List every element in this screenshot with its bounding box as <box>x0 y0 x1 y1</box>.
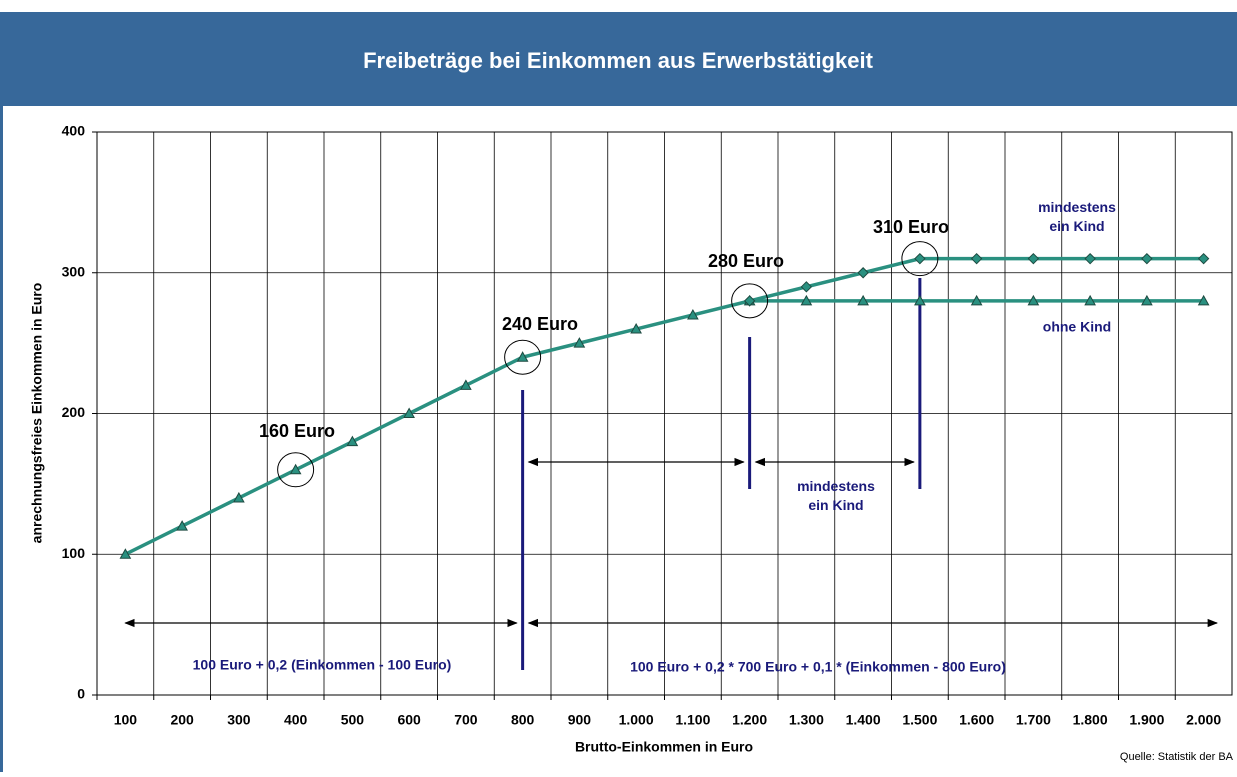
data-point <box>800 281 813 293</box>
highlight-circle <box>277 452 315 488</box>
data-point <box>970 294 983 306</box>
highlight-circle <box>731 283 769 319</box>
x-tick-label: 1.700 <box>1016 712 1051 728</box>
x-tick-label: 300 <box>227 712 251 728</box>
series-label: mindestens ein Kind <box>1038 199 1116 234</box>
x-tick-label: 700 <box>454 712 478 728</box>
highlight-circle <box>504 339 542 375</box>
x-tick-label: 800 <box>511 712 535 728</box>
data-point <box>176 520 188 531</box>
y-tick-label: 0 <box>77 686 85 702</box>
x-tick-label: 1.600 <box>959 712 994 728</box>
y-axis-label: anrechnungsfreies Einkommen in Euro <box>29 283 45 544</box>
formula: 100 Euro + 0,2 * 700 Euro + 0,1 * (Einko… <box>630 659 1006 675</box>
data-point <box>914 252 926 265</box>
x-tick-label: 500 <box>341 712 365 728</box>
highlight-circle <box>901 241 939 277</box>
data-point <box>516 351 529 362</box>
point-label: 280 Euro <box>708 251 784 271</box>
data-point <box>630 323 642 334</box>
point-label: 310 Euro <box>873 217 949 237</box>
chart-title: Freibeträge bei Einkommen aus Erwerbstät… <box>363 48 873 73</box>
x-axis-label: Brutto-Einkommen in Euro <box>575 739 753 755</box>
x-tick-label: 1.100 <box>675 712 710 728</box>
x-tick-label: 200 <box>170 712 194 728</box>
x-tick-label: 2.000 <box>1186 712 1221 728</box>
plot: 0 100 200 300 400 100 200 300 400 500 600 700 800 900… <box>62 123 1233 728</box>
data-point <box>573 337 586 348</box>
x-tick-label: 1.400 <box>846 712 881 728</box>
x-tick-label: 600 <box>397 712 421 728</box>
data-point <box>346 435 359 447</box>
x-tick-label: 100 <box>114 712 138 728</box>
data-point <box>1084 252 1096 265</box>
data-point <box>743 295 756 307</box>
x-tick-label: 1.900 <box>1129 712 1164 728</box>
y-tick-label: 300 <box>62 263 86 279</box>
data-point <box>1141 252 1153 265</box>
data-point <box>1027 294 1040 306</box>
x-tick-label: 900 <box>568 712 592 728</box>
header-band <box>0 12 1237 106</box>
x-tick-label: 1.200 <box>732 712 767 728</box>
x-tick-label: 1.500 <box>902 712 937 728</box>
data-point <box>1197 294 1210 306</box>
formula: 100 Euro + 0,2 (Einkommen - 100 Euro) <box>193 657 452 673</box>
source: Quelle: Statistik der BA <box>1120 751 1234 763</box>
series-label: mindestens ein Kind <box>797 478 875 513</box>
y-tick-label: 400 <box>62 123 86 139</box>
data-point <box>1084 294 1096 306</box>
data-point <box>1027 252 1040 265</box>
data-point <box>289 463 302 475</box>
point-label: 240 Euro <box>502 314 578 334</box>
series-line <box>124 299 1204 556</box>
y-tick-label: 100 <box>62 545 86 561</box>
data-point <box>687 308 699 320</box>
x-tick-label: 400 <box>284 712 308 728</box>
data-point <box>233 491 245 503</box>
data-point <box>460 379 472 390</box>
data-point <box>857 294 869 306</box>
data-point <box>1197 252 1210 265</box>
data-point <box>119 548 132 559</box>
x-tick-label: 1.800 <box>1073 712 1108 728</box>
data-point <box>914 294 926 306</box>
data-point <box>857 267 869 279</box>
data-point <box>970 252 983 265</box>
x-tick-label: 1.300 <box>789 712 824 728</box>
data-point <box>403 407 415 418</box>
y-tick-label: 200 <box>62 404 86 420</box>
x-tick-label: 1.000 <box>619 712 654 728</box>
data-point <box>800 294 813 306</box>
point-label: 160 Euro <box>259 421 335 441</box>
series-label: ohne Kind <box>1043 319 1111 335</box>
data-point <box>1141 294 1153 306</box>
